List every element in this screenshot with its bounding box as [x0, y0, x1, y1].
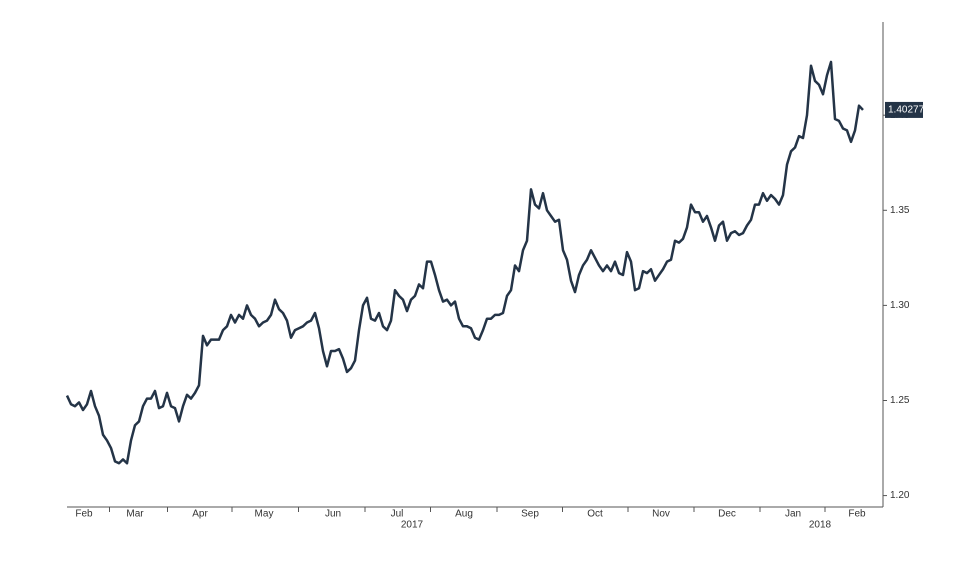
y-tick-label: 1.30 [890, 300, 910, 311]
last-value-label: 1.40277 [888, 105, 925, 116]
x-tick-label: Oct [587, 509, 603, 520]
x-tick-label: Aug [455, 509, 473, 520]
x-tick-label: Sep [521, 509, 539, 520]
x-tick-label: Jan [785, 509, 801, 520]
x-tick-label: Apr [192, 509, 208, 520]
x-tick-label: Nov [652, 509, 670, 520]
year-label: 2018 [809, 520, 832, 531]
x-tick-label: Mar [126, 509, 144, 520]
x-tick-label: Jul [391, 509, 404, 520]
x-tick-label: Jun [325, 509, 341, 520]
y-tick-label: 1.25 [890, 395, 910, 406]
year-label: 2017 [401, 520, 424, 531]
x-tick-label: May [255, 509, 274, 520]
price-line [65, 60, 864, 465]
y-tick-label: 1.20 [890, 490, 910, 501]
y-tick-label: 1.35 [890, 205, 910, 216]
x-tick-label: Dec [718, 509, 736, 520]
x-tick-label: Feb [848, 509, 866, 520]
x-tick-label: Feb [75, 509, 93, 520]
last-value-box [885, 101, 923, 118]
